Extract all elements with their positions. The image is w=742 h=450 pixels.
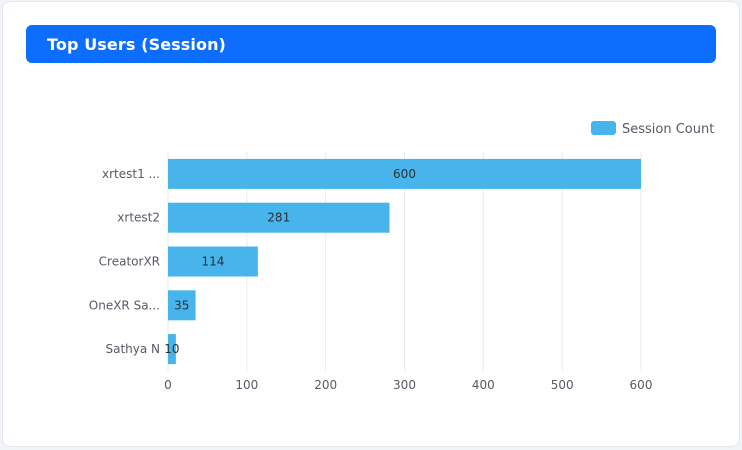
bar[interactable] (168, 290, 196, 321)
category-label: OneXR Sa... (89, 298, 160, 312)
bar-value-label: 281 (267, 211, 290, 225)
x-tick-label: 600 (630, 378, 653, 392)
x-tick-label: 0 (164, 378, 172, 392)
bar[interactable] (168, 158, 641, 189)
category-label: CreatorXR (99, 255, 160, 269)
top-users-bar-chart: 600 281 114 35 10 xrtest1 ... xrtest2 CreatorX… (89, 121, 714, 392)
category-labels: xrtest1 ... xrtest2 CreatorXR OneXR Sa... Sa… (89, 167, 160, 356)
category-label: Sathya N (105, 342, 160, 356)
bar-value-label: 10 (164, 342, 179, 356)
bars: 600 281 114 35 10 (164, 158, 641, 365)
bar-value-label: 600 (393, 167, 416, 181)
x-tick-label: 200 (314, 378, 337, 392)
card-title: Top Users (Session) (47, 34, 226, 54)
legend-label-session-count: Session Count (622, 122, 714, 137)
bar[interactable] (168, 202, 390, 233)
bar[interactable] (168, 246, 258, 277)
category-label: xrtest1 ... (102, 167, 160, 181)
bar[interactable] (168, 334, 176, 365)
legend-swatch (591, 121, 616, 135)
legend[interactable]: Session Count (591, 121, 714, 137)
x-tick-label: 500 (551, 378, 574, 392)
x-axis-ticks: 0 100 200 300 400 500 600 (164, 378, 652, 392)
category-label: xrtest2 (117, 211, 160, 225)
bar-value-label: 114 (201, 255, 224, 269)
x-tick-label: 100 (235, 378, 258, 392)
card-header: Top Users (Session) (26, 25, 716, 63)
bar-value-label: 35 (174, 298, 189, 312)
x-tick-label: 300 (393, 378, 416, 392)
x-tick-label: 400 (472, 378, 495, 392)
